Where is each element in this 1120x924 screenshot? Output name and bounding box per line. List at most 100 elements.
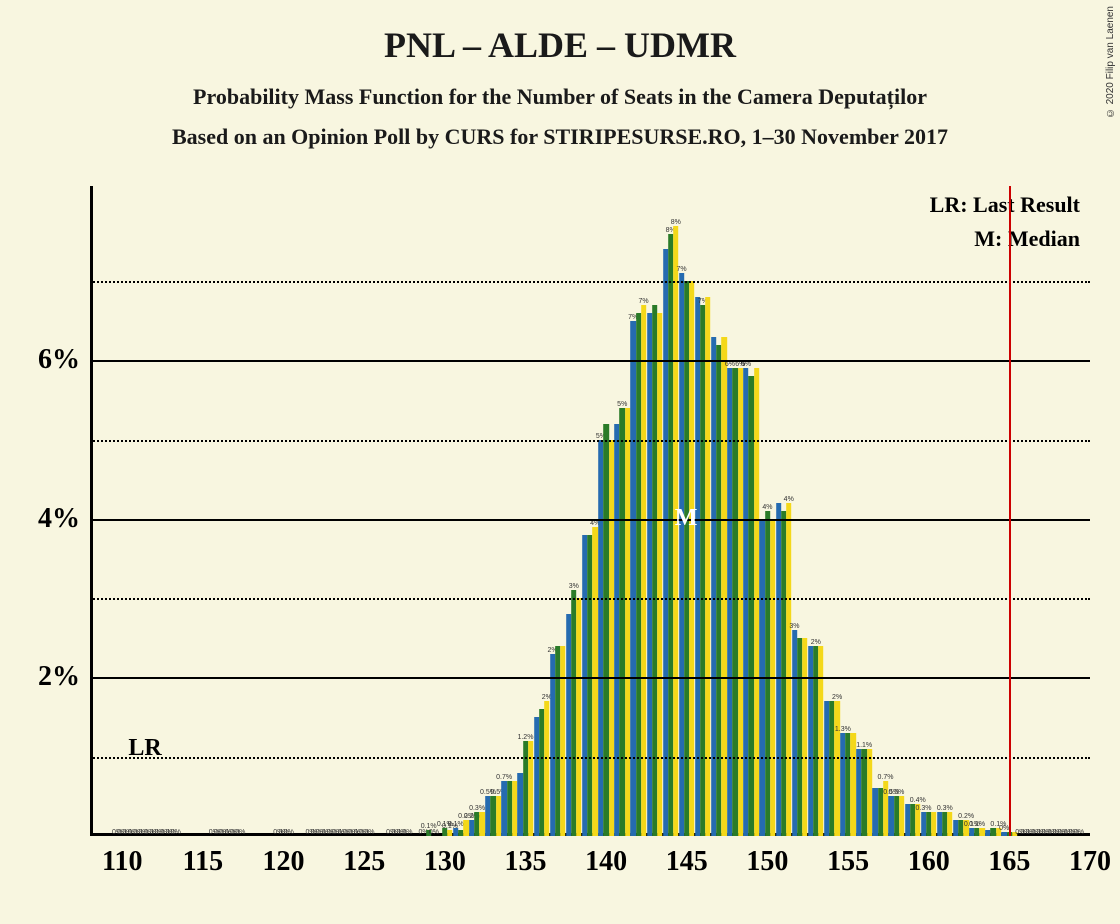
bar-group: 4% [582, 186, 598, 836]
bar [947, 812, 952, 836]
bar-group: 0%0%0% [1034, 186, 1050, 836]
bar: 4% [786, 503, 791, 836]
bar-value-label: 1.3% [835, 726, 851, 733]
y-axis-label: 4% [38, 503, 80, 535]
bar-value-label: 0.7% [496, 774, 512, 781]
bar: 6% [738, 368, 743, 836]
bar-group: 4% [776, 186, 792, 836]
y-axis-label: 2% [38, 661, 80, 693]
bar-group: 0.4% [905, 186, 921, 836]
chart-subtitle-2: Based on an Opinion Poll by CURS for STI… [0, 124, 1120, 150]
x-axis-label: 155 [827, 846, 869, 878]
bar-value-label: 7% [677, 266, 687, 273]
bar-group: 0%0%0% [340, 186, 356, 836]
chart-title: PNL – ALDE – UDMR [0, 0, 1120, 66]
x-axis-label: 125 [343, 846, 385, 878]
legend-lr: LR: Last Result [930, 192, 1080, 218]
bar-value-label: 0% [171, 829, 181, 836]
bar [689, 281, 694, 836]
bar-value-label: 0% [284, 829, 294, 836]
gridline-minor [90, 440, 1090, 442]
bar-group: 0.3% [921, 186, 937, 836]
bar-value-label: 0% [1074, 829, 1084, 836]
bar: 0.1% [447, 830, 452, 836]
bar: 4% [593, 527, 598, 836]
bar-group: 3% [792, 186, 808, 836]
x-axis-label: 115 [183, 846, 223, 878]
bar [980, 828, 985, 836]
bar-group: 0%0%0% [1050, 186, 1066, 836]
bar: 2% [544, 701, 549, 836]
bar [818, 646, 823, 836]
bar-value-label: 4% [762, 504, 772, 511]
bar-value-label: 6% [741, 361, 751, 368]
bar-value-label: 6% [725, 361, 735, 368]
bar-group: 0%0%0% [356, 186, 372, 836]
bar: 0.2% [464, 820, 469, 836]
gridline-minor [90, 281, 1090, 283]
bar-group: 0.1%0.1% [969, 186, 985, 836]
bar-group: 0%0%0% [308, 186, 324, 836]
bar-group: 0.5%0.5% [485, 186, 501, 836]
bar-group: 7% [695, 186, 711, 836]
bar-value-label: 0% [364, 829, 374, 836]
bar-group: 2% [550, 186, 566, 836]
bar: 2% [835, 701, 840, 836]
bar-group: 5% [598, 186, 614, 836]
gridline-major [90, 519, 1090, 521]
bar-value-label: 0.1% [448, 821, 464, 828]
gridline-minor [90, 757, 1090, 759]
gridline-major [90, 677, 1090, 679]
bar [722, 337, 727, 836]
bar-group: 0%0%0% [1018, 186, 1034, 836]
x-axis-label: 120 [263, 846, 305, 878]
bar-value-label: 5% [617, 401, 627, 408]
x-axis-label: 170 [1069, 846, 1111, 878]
bar-group: 0.2%0.3% [469, 186, 485, 836]
bar-group: 0.3% [937, 186, 953, 836]
gridline-major [90, 360, 1090, 362]
legend-m: M: Median [974, 226, 1080, 252]
x-axis-label: 145 [666, 846, 708, 878]
m-marker: M [675, 505, 698, 532]
bar-value-label: 3% [789, 623, 799, 630]
bar-group: 0% [405, 186, 421, 836]
copyright-text: © 2020 Filip van Laenen [1105, 6, 1116, 118]
bar-value-label: 0% [402, 829, 412, 836]
x-axis-label: 140 [585, 846, 627, 878]
bar [625, 408, 630, 836]
bar [528, 741, 533, 836]
bar-value-label: 1.1% [856, 742, 872, 749]
x-axis-label: 150 [746, 846, 788, 878]
bar-group: 7%7% [631, 186, 647, 836]
bar [609, 440, 614, 836]
bars-layer: 0%0%0%0%0%0%0%0%0%0%0%0%0%0%0%0%0%0%0%0%… [90, 186, 1090, 836]
x-axis-label: 165 [988, 846, 1030, 878]
lr-marker: LR [128, 735, 161, 762]
bar-group: 6%6% [727, 186, 743, 836]
bar-group: 0%0%0% [227, 186, 243, 836]
chart-plot-area: 0%0%0%0%0%0%0%0%0%0%0%0%0%0%0%0%0%0%0%0%… [90, 186, 1090, 836]
bar [560, 646, 565, 836]
chart-subtitle-1: Probability Mass Function for the Number… [0, 84, 1120, 110]
bar [480, 812, 485, 836]
bar-group: 0.1%0.2% [453, 186, 469, 836]
bar-value-label: 0.3% [469, 805, 485, 812]
bar-group [711, 186, 727, 836]
bar-group: 0%0.1%0% [421, 186, 437, 836]
y-axis-label: 6% [38, 344, 80, 376]
bar-group: 3% [566, 186, 582, 836]
bar-group: 5% [614, 186, 630, 836]
bar-group: 6% [743, 186, 759, 836]
bar-group: 1.1% [856, 186, 872, 836]
bar-group: 1.3% [840, 186, 856, 836]
bar-group: 0%0%0% [1066, 186, 1082, 836]
bar-value-label: 2% [811, 639, 821, 646]
bar-value-label: 3% [569, 583, 579, 590]
bar [754, 368, 759, 836]
bar [931, 812, 936, 836]
x-axis-label: 135 [504, 846, 546, 878]
bar-group: 0.7% [873, 186, 889, 836]
bar [899, 796, 904, 836]
bar [867, 749, 872, 836]
